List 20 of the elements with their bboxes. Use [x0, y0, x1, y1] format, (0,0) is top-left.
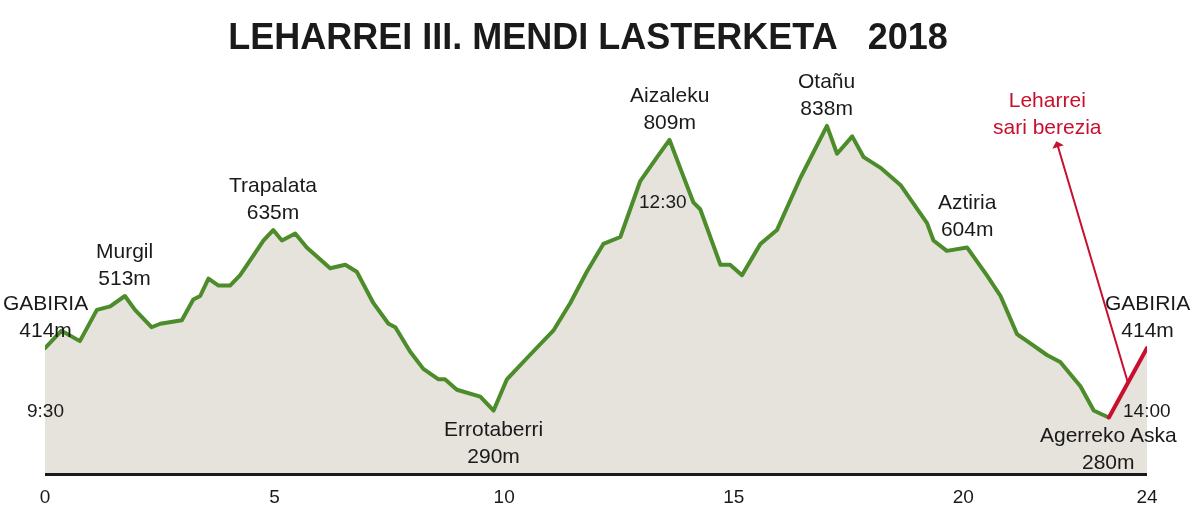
annotation: 14:00	[1123, 400, 1171, 421]
annotation: Agerreko Aska 280m	[1040, 423, 1177, 474]
annotation: Otañu 838m	[798, 69, 856, 120]
annotation: Aztiria 604m	[938, 190, 997, 241]
x-tick-label: 0	[39, 485, 51, 505]
annotation: Aizaleku 809m	[630, 83, 710, 134]
x-tick-label: 24	[1136, 485, 1158, 505]
annotation: GABIRIA 414m	[3, 291, 89, 342]
annotation: 9:30	[27, 400, 64, 421]
x-tick-label: 15	[723, 485, 745, 505]
annotation: Errotaberri 290m	[444, 417, 544, 468]
annotation: 12:30	[639, 191, 687, 212]
x-tick-label: 5	[269, 485, 280, 505]
chart-title: LEHARREI III. MENDI LASTERKETA 2018	[228, 15, 948, 57]
text: Leharrei sari berezia	[993, 88, 1102, 139]
annotation: GABIRIA 414m	[1105, 291, 1191, 342]
x-tick-label: 20	[952, 485, 974, 505]
annotation: Trapalata 635m	[229, 173, 318, 224]
x-tick-label: 10	[493, 485, 515, 505]
annotation: Murgil 513m	[96, 239, 154, 290]
